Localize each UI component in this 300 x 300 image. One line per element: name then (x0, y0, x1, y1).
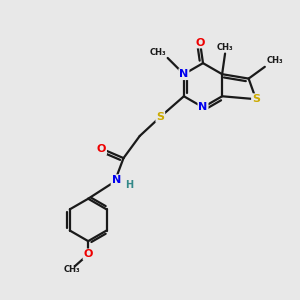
Text: CH₃: CH₃ (266, 56, 283, 65)
Text: CH₃: CH₃ (64, 265, 80, 274)
Text: O: O (83, 249, 93, 260)
Text: CH₃: CH₃ (150, 47, 166, 56)
Text: N: N (198, 102, 208, 112)
Text: O: O (195, 38, 205, 47)
Text: CH₃: CH₃ (217, 43, 233, 52)
Text: N: N (112, 175, 121, 185)
Text: S: S (252, 94, 260, 104)
Text: N: N (179, 69, 188, 79)
Text: H: H (125, 180, 133, 190)
Text: S: S (156, 112, 164, 122)
Text: O: O (97, 144, 106, 154)
